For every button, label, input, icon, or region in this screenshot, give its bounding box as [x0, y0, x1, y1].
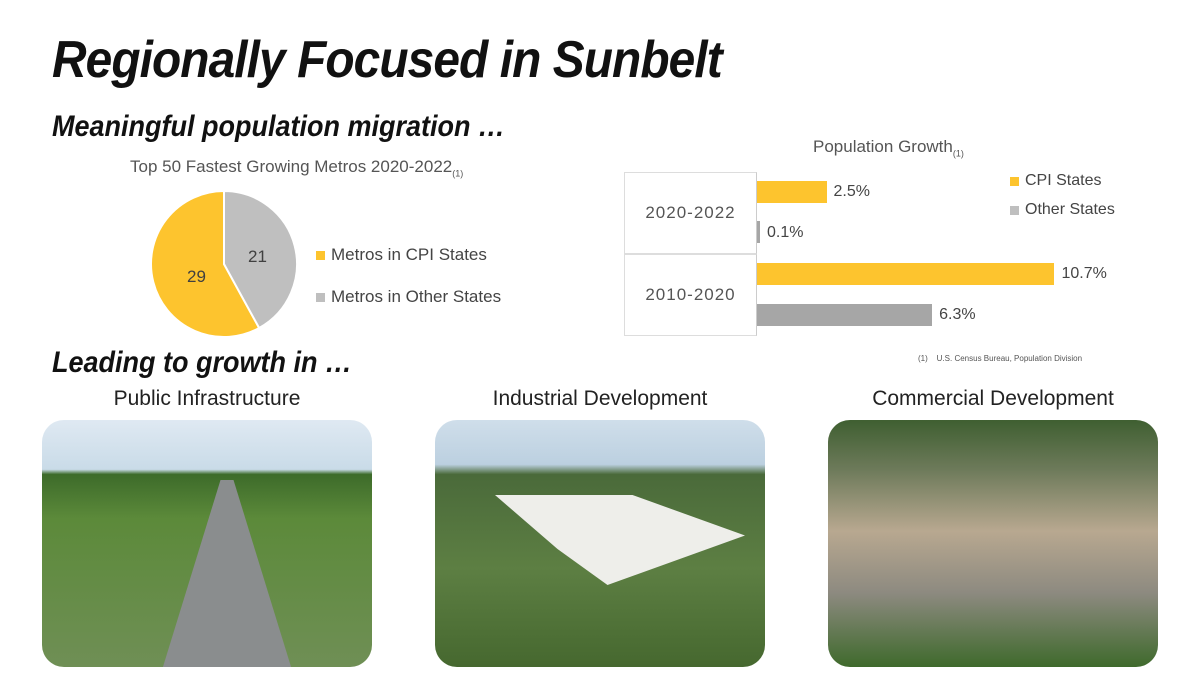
bar-cpi-2010-2020	[757, 263, 1055, 285]
category-label-2010-2020: 2010-2020	[624, 254, 757, 336]
warehouse-roof	[495, 495, 745, 585]
bar-value-label: 2.5%	[833, 183, 870, 200]
bar-legend-cpi: CPI States	[1010, 172, 1101, 190]
slide-title: Regionally Focused in Sunbelt	[52, 31, 723, 89]
footnote-number: (1)	[918, 354, 928, 363]
pie-chart: 29 21	[150, 189, 298, 338]
bar-other-2010-2020	[757, 304, 933, 326]
photo-industrial-development	[435, 420, 765, 667]
photo-public-infrastructure	[42, 420, 372, 667]
legend-label: Metros in CPI States	[331, 245, 487, 264]
pie-legend-other: Metros in Other States	[316, 287, 501, 307]
pie-slice-other	[223, 189, 298, 330]
photo-caption-commercial: Commercial Development	[872, 387, 1114, 410]
pie-slice-cpi	[150, 189, 261, 338]
category-label-2020-2022: 2020-2022	[624, 172, 757, 254]
footnote: (1) U.S. Census Bureau, Population Divis…	[918, 354, 1082, 363]
pie-label-other: 21	[248, 247, 267, 266]
bar-title-text: Population Growth	[813, 137, 953, 156]
bar-value-label: 10.7%	[1061, 265, 1107, 282]
bar-title-note: (1)	[952, 148, 964, 159]
bar-chart-title: Population Growth(1)	[813, 137, 964, 158]
photo-caption-industrial: Industrial Development	[492, 387, 708, 410]
pie-legend-cpi: Metros in CPI States	[316, 245, 487, 265]
legend-label: CPI States	[1025, 172, 1102, 189]
pie-label-cpi: 29	[187, 267, 206, 286]
bar-value-label: 0.1%	[767, 224, 804, 241]
pie-title-note: (1)	[452, 168, 464, 179]
legend-swatch-cpi	[1010, 176, 1019, 186]
bar-other-2020-2022	[757, 221, 760, 243]
legend-swatch-cpi	[316, 250, 325, 260]
legend-swatch-other	[316, 292, 325, 302]
pie-title-text: Top 50 Fastest Growing Metros 2020-2022	[130, 157, 453, 176]
photo-caption-infrastructure: Public Infrastructure	[113, 387, 301, 410]
bar-cpi-2020-2022	[757, 181, 827, 203]
footnote-text: U.S. Census Bureau, Population Division	[936, 354, 1083, 363]
legend-swatch-other	[1010, 205, 1019, 215]
bar-legend-other: Other States	[1010, 201, 1115, 219]
legend-label: Other States	[1025, 201, 1115, 218]
pie-title: Top 50 Fastest Growing Metros 2020-2022(…	[130, 157, 463, 178]
section-heading-migration: Meaningful population migration …	[52, 110, 505, 143]
section-heading-growth: Leading to growth in …	[52, 346, 352, 379]
legend-label: Metros in Other States	[331, 287, 502, 306]
photo-commercial-development	[828, 420, 1158, 667]
bar-value-label: 6.3%	[939, 306, 976, 323]
highway-road	[162, 480, 292, 667]
